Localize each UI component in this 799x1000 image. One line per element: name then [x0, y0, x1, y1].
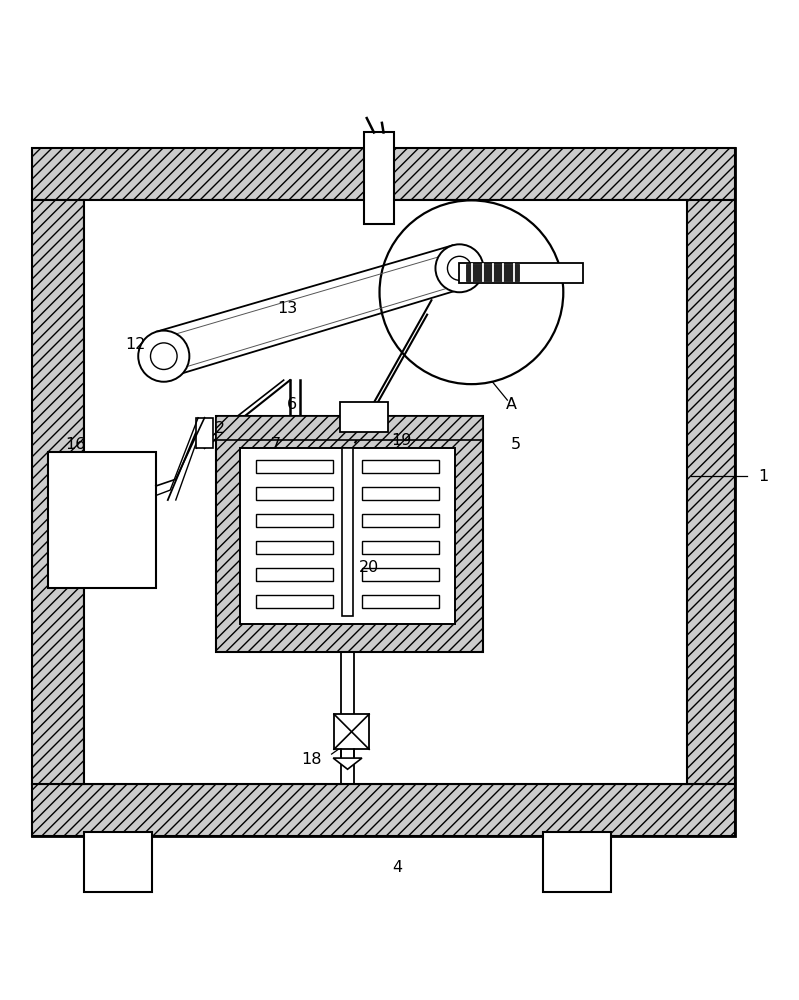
Text: 13: 13: [277, 301, 298, 316]
Text: 18: 18: [301, 752, 322, 767]
Bar: [256, 541, 333, 554]
Bar: [543, 832, 611, 892]
Bar: [256, 487, 333, 500]
Bar: [32, 200, 84, 784]
Text: 20: 20: [359, 560, 380, 575]
Bar: [240, 448, 455, 624]
Circle shape: [138, 331, 189, 382]
Circle shape: [435, 244, 483, 292]
Bar: [362, 541, 439, 554]
Bar: [216, 416, 483, 652]
Bar: [216, 416, 483, 440]
Bar: [459, 263, 583, 283]
Text: 4: 4: [392, 860, 402, 875]
Bar: [362, 460, 439, 473]
Bar: [32, 148, 735, 836]
Bar: [466, 264, 519, 281]
Bar: [84, 832, 152, 892]
Circle shape: [380, 200, 563, 384]
Bar: [362, 595, 439, 608]
Bar: [362, 514, 439, 527]
Text: 12: 12: [125, 337, 146, 352]
Text: 5: 5: [511, 437, 520, 452]
Bar: [32, 148, 735, 200]
Bar: [340, 402, 388, 432]
Bar: [196, 418, 213, 448]
Text: 2: 2: [215, 421, 225, 436]
Circle shape: [447, 256, 471, 280]
Bar: [362, 487, 439, 500]
Text: 19: 19: [391, 433, 411, 448]
Bar: [48, 452, 156, 588]
Bar: [683, 200, 735, 784]
Text: A: A: [506, 397, 517, 412]
Bar: [256, 568, 333, 581]
Text: 16: 16: [66, 437, 86, 452]
Bar: [256, 514, 333, 527]
Bar: [84, 200, 687, 784]
Bar: [364, 132, 394, 224]
Text: 6: 6: [287, 397, 296, 412]
Bar: [32, 784, 735, 836]
Bar: [256, 595, 333, 608]
Text: 1: 1: [758, 469, 768, 484]
Circle shape: [150, 343, 177, 369]
Bar: [256, 460, 333, 473]
Polygon shape: [333, 758, 362, 769]
Bar: [334, 714, 369, 749]
Text: 7: 7: [271, 437, 280, 452]
Bar: [362, 568, 439, 581]
Bar: [342, 448, 353, 616]
